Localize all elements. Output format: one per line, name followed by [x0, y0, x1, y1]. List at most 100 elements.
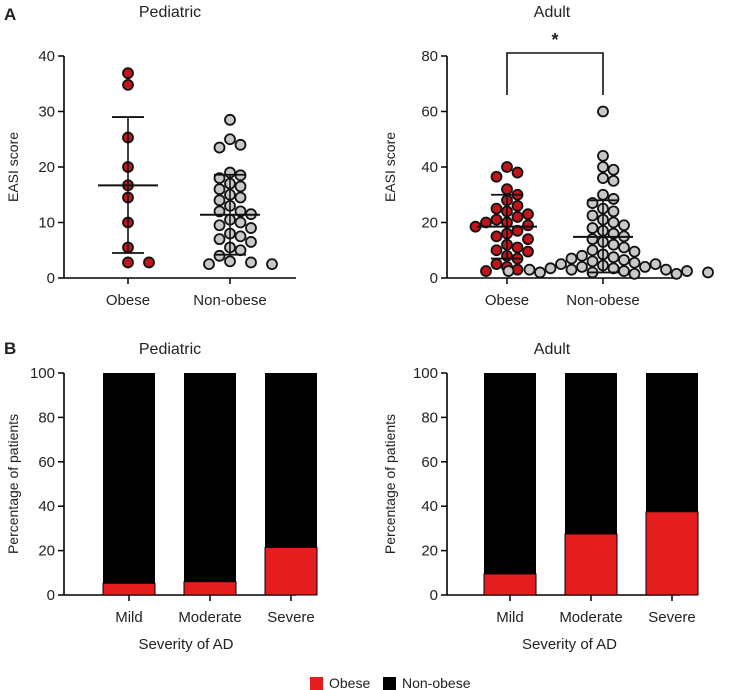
a-adult-xtick-label: Obese [485, 292, 529, 309]
b-pediatric-ytick-label: 0 [47, 587, 55, 604]
a-pediatric-point-nonobese [245, 222, 257, 234]
b-pediatric-title: Pediatric [139, 341, 201, 358]
a-pediatric-ytick-label: 0 [47, 270, 55, 287]
a-adult-ytick-label: 0 [430, 270, 438, 287]
a-pediatric-point-obese [143, 256, 155, 269]
b-adult-title: Adult [534, 341, 571, 358]
panel-label-b: B [4, 339, 16, 358]
b-adult-xtick-label: Mild [496, 609, 524, 626]
a-pediatric-point-nonobese [203, 258, 215, 271]
pediatric-severity-bars: Pediatric 0 20 40 60 80 100 Percentage of patie… [5, 341, 318, 653]
a-adult-point-obese [490, 213, 503, 226]
a-adult-ytick-label: 80 [421, 48, 438, 65]
a-adult-point-nonobese [618, 254, 630, 266]
a-pediatric-point-nonobese [213, 194, 226, 207]
a-adult-point-nonobese [607, 205, 620, 218]
b-adult-xlabel: Severity of AD [522, 636, 617, 653]
a-pediatric-point-nonobese [234, 138, 247, 151]
a-pediatric-point-nonobese [224, 255, 236, 268]
a-adult-point-nonobese [618, 241, 630, 254]
a-pediatric-point-nonobese [213, 249, 226, 262]
a-pediatric-point-nonobese [224, 113, 236, 126]
a-adult-point-nonobese [628, 267, 641, 280]
a-pediatric-point-nonobese [234, 191, 247, 204]
b-adult-ytick-label: 40 [421, 498, 438, 515]
legend-nonobese-swatch [383, 677, 396, 690]
a-adult-point-obese [490, 202, 503, 215]
a-pediatric-point-nonobese [213, 233, 226, 246]
a-adult-point-obese [511, 211, 524, 223]
a-pediatric-ytick-label: 10 [38, 215, 55, 232]
a-adult-point-obese [522, 245, 534, 258]
a-pediatric-point-nonobese [224, 133, 236, 146]
a-pediatric-point-nonobese [234, 244, 247, 257]
a-adult-point-obese [490, 170, 503, 183]
a-adult-point-obese [490, 258, 503, 271]
b-adult-bar-nonobese [565, 373, 617, 534]
a-adult-point-obese [511, 166, 524, 179]
a-pediatric-ylabel: EASI score [5, 132, 21, 202]
b-adult-ytick-label: 100 [413, 365, 438, 382]
b-adult-xtick-label: Moderate [559, 609, 622, 626]
a-pediatric-point-obese [122, 67, 134, 80]
a-adult-point-nonobese [586, 255, 599, 268]
b-pediatric-bar-nonobese [265, 373, 317, 548]
a-adult-point-obese [511, 199, 524, 212]
a-adult-point-nonobese [576, 260, 588, 273]
b-pediatric-xtick-label: Mild [115, 609, 143, 626]
b-adult-ytick-label: 0 [430, 587, 438, 604]
a-adult-point-obese [480, 265, 492, 277]
b-pediatric-bar-obese [264, 546, 318, 596]
a-adult-point-nonobese [544, 262, 557, 275]
a-adult-point-nonobese [597, 149, 609, 162]
a-adult-point-nonobese [607, 163, 620, 176]
b-pediatric-bar-nonobese [184, 373, 236, 582]
legend: Obese Non-obese [310, 675, 471, 690]
b-adult-bar-obese [564, 533, 618, 596]
a-adult-point-nonobese [639, 260, 651, 273]
a-pediatric-ytick-label: 20 [38, 159, 55, 176]
a-pediatric-point-nonobese [245, 256, 257, 269]
a-adult-point-obese [501, 183, 513, 196]
a-pediatric-point-nonobese [234, 216, 247, 229]
b-adult-ylabel: Percentage of patients [382, 414, 398, 554]
a-adult-point-nonobese [576, 249, 588, 262]
a-adult-point-nonobese [586, 222, 599, 234]
a-pediatric-point-nonobese [245, 236, 257, 248]
a-adult-ytick-label: 60 [421, 104, 438, 121]
b-adult-bar-obese [645, 511, 699, 596]
b-adult-ytick-label: 20 [421, 543, 438, 560]
a-pediatric-point-nonobese [234, 230, 247, 243]
a-adult-point-nonobese [607, 174, 620, 187]
a-adult-point-nonobese [565, 252, 578, 265]
adult-easi-scatter: Adult 0 20 40 60 80 EASI score Obese Non-obese * [382, 4, 714, 309]
b-adult-bar-nonobese [484, 373, 536, 574]
a-pediatric-point-nonobese [266, 258, 278, 271]
b-adult-xtick-label: Severe [648, 609, 696, 626]
a-adult-point-nonobese [628, 245, 641, 258]
a-adult-significance-star: * [551, 30, 558, 50]
a-adult-point-nonobese [565, 263, 578, 276]
a-adult-point-obese [522, 208, 534, 221]
a-pediatric-point-nonobese [234, 180, 247, 193]
b-pediatric-ytick-label: 100 [30, 365, 55, 382]
b-pediatric-bar-obese [183, 581, 237, 596]
a-adult-ytick-label: 20 [421, 215, 438, 232]
a-adult-ylabel: EASI score [382, 132, 398, 202]
a-pediatric-xtick-label: Obese [106, 292, 150, 309]
a-adult-point-nonobese [597, 161, 609, 173]
a-adult-point-nonobese [607, 216, 620, 229]
b-pediatric-xtick-label: Moderate [178, 609, 241, 626]
a-adult-point-obese [490, 244, 503, 257]
a-adult-point-nonobese [618, 219, 630, 232]
a-adult-point-obese [490, 230, 503, 243]
b-pediatric-ytick-label: 40 [38, 498, 55, 515]
a-pediatric-point-nonobese [213, 141, 226, 154]
a-adult-ytick-label: 40 [421, 159, 438, 176]
a-adult-point-nonobese [586, 209, 599, 222]
b-pediatric-bar-nonobese [103, 373, 155, 584]
a-pediatric-ytick-label: 40 [38, 48, 55, 65]
a-adult-point-nonobese [586, 233, 599, 246]
a-adult-point-nonobese [607, 238, 620, 251]
